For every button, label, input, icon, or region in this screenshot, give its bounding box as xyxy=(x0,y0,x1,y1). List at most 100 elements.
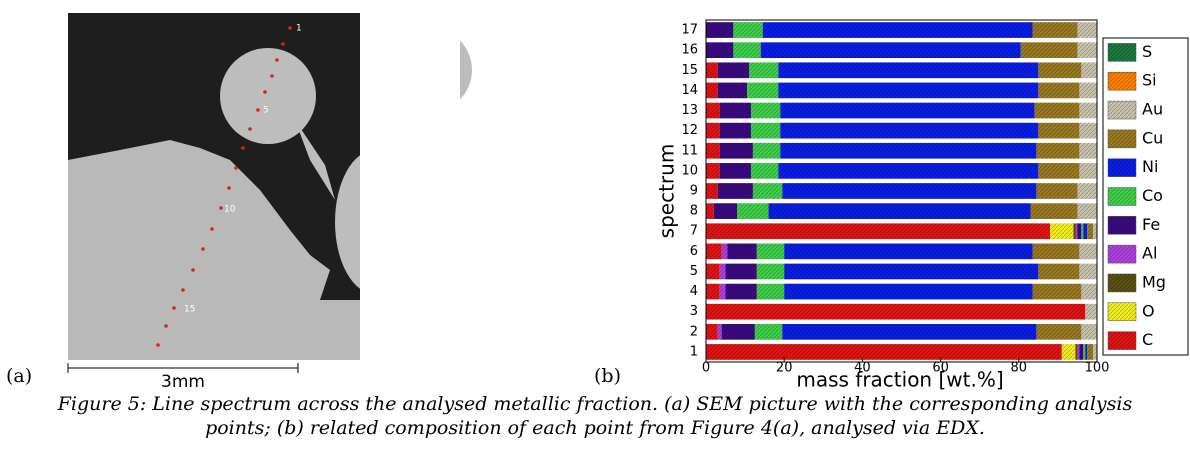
bar-hatch xyxy=(728,244,757,260)
analysis-point xyxy=(219,206,223,210)
bar-hatch xyxy=(1079,83,1097,99)
bar-hatch xyxy=(1083,344,1085,360)
legend-hatch xyxy=(1108,303,1136,321)
sem-image xyxy=(68,13,472,360)
bar-hatch xyxy=(1087,344,1093,360)
panel-label: (a) xyxy=(6,365,32,387)
y-tick-label: 2 xyxy=(690,324,698,339)
y-tick-label: 1 xyxy=(690,344,698,359)
bar-hatch xyxy=(1081,324,1097,340)
bar-hatch xyxy=(1093,223,1097,239)
bar-hatch xyxy=(1079,264,1097,280)
analysis-point xyxy=(181,288,185,292)
bar-hatch xyxy=(1038,163,1079,179)
analysis-point xyxy=(156,343,160,347)
bar-hatch xyxy=(751,163,778,179)
bar-hatch xyxy=(706,103,720,119)
point-label: 15 xyxy=(184,305,195,315)
bar-hatch xyxy=(763,22,1033,38)
bar-hatch xyxy=(1079,123,1097,139)
analysis-point xyxy=(241,146,245,150)
analysis-point xyxy=(256,108,260,112)
x-tick-label: 0 xyxy=(702,361,710,376)
bar-hatch xyxy=(720,284,726,300)
bar-hatch xyxy=(1079,143,1097,159)
y-tick-label: 16 xyxy=(681,43,698,58)
bar-hatch xyxy=(726,284,757,300)
bar-hatch xyxy=(755,324,782,340)
bar-hatch xyxy=(706,22,733,38)
bar-hatch xyxy=(1021,42,1078,58)
bar-hatch xyxy=(778,83,1038,99)
analysis-point xyxy=(270,74,274,78)
bar-hatch xyxy=(780,103,1034,119)
point-label: 10 xyxy=(224,205,236,215)
bar-hatch xyxy=(1093,344,1097,360)
bar-hatch xyxy=(757,244,784,260)
y-tick-label: 7 xyxy=(690,224,698,239)
bar-hatch xyxy=(722,324,755,340)
x-tick-label: 80 xyxy=(1011,361,1028,376)
bar-hatch xyxy=(757,284,784,300)
bar-hatch xyxy=(782,324,1036,340)
legend-label: Al xyxy=(1142,244,1157,263)
bar-hatch xyxy=(747,83,778,99)
bar-hatch xyxy=(782,183,1036,199)
analysis-point xyxy=(191,268,195,272)
bar-hatch xyxy=(706,244,722,260)
bar-hatch xyxy=(706,62,718,78)
y-tick-label: 4 xyxy=(690,284,698,299)
bar-hatch xyxy=(1077,183,1097,199)
bar-hatch xyxy=(1075,223,1077,239)
bar-hatch xyxy=(1079,163,1097,179)
y-tick-label: 13 xyxy=(681,103,698,118)
legend-hatch xyxy=(1108,101,1136,119)
bar-hatch xyxy=(706,344,1062,360)
bar-hatch xyxy=(706,83,718,99)
analysis-point xyxy=(172,306,176,310)
bar-hatch xyxy=(780,143,1036,159)
bar-hatch xyxy=(1079,103,1097,119)
bar-hatch xyxy=(1036,324,1081,340)
bar-hatch xyxy=(1077,42,1097,58)
bar-hatch xyxy=(761,42,1021,58)
bar-hatch xyxy=(706,284,720,300)
bar-hatch xyxy=(1079,344,1083,360)
bar-hatch xyxy=(706,123,720,139)
legend-label: Mg xyxy=(1142,272,1166,291)
bar-hatch xyxy=(718,324,722,340)
bar-hatch xyxy=(1050,223,1073,239)
bar-hatch xyxy=(751,123,780,139)
analysis-point xyxy=(164,324,168,328)
bar-hatch xyxy=(720,143,753,159)
bar-hatch xyxy=(1032,284,1081,300)
y-tick-label: 14 xyxy=(681,83,698,98)
legend-label: S xyxy=(1142,42,1152,61)
y-tick-label: 9 xyxy=(690,184,698,199)
bar-hatch xyxy=(1032,244,1079,260)
bar-hatch xyxy=(757,264,784,280)
x-tick-label: 40 xyxy=(854,361,871,376)
bar-hatch xyxy=(737,203,768,219)
y-tick-label: 3 xyxy=(690,304,698,319)
bar-hatch xyxy=(1081,62,1097,78)
bar-hatch xyxy=(706,304,1085,320)
x-tick-label: 100 xyxy=(1085,361,1110,376)
x-tick-label: 60 xyxy=(932,361,949,376)
bar-hatch xyxy=(720,264,726,280)
bar-hatch xyxy=(1081,284,1097,300)
bar-hatch xyxy=(1062,344,1076,360)
caption-line: points; (b) related composition of each … xyxy=(205,417,985,439)
bar-hatch xyxy=(751,103,780,119)
legend-hatch xyxy=(1108,43,1136,61)
analysis-point xyxy=(288,26,292,30)
bar-hatch xyxy=(1081,223,1083,239)
analysis-point xyxy=(281,42,285,46)
bar-hatch xyxy=(718,83,747,99)
bar-hatch xyxy=(780,123,1038,139)
legend-hatch xyxy=(1108,188,1136,206)
y-tick-label: 15 xyxy=(681,63,698,78)
y-tick-label: 8 xyxy=(690,204,698,219)
bar-hatch xyxy=(1075,344,1077,360)
bar-hatch xyxy=(1038,264,1079,280)
